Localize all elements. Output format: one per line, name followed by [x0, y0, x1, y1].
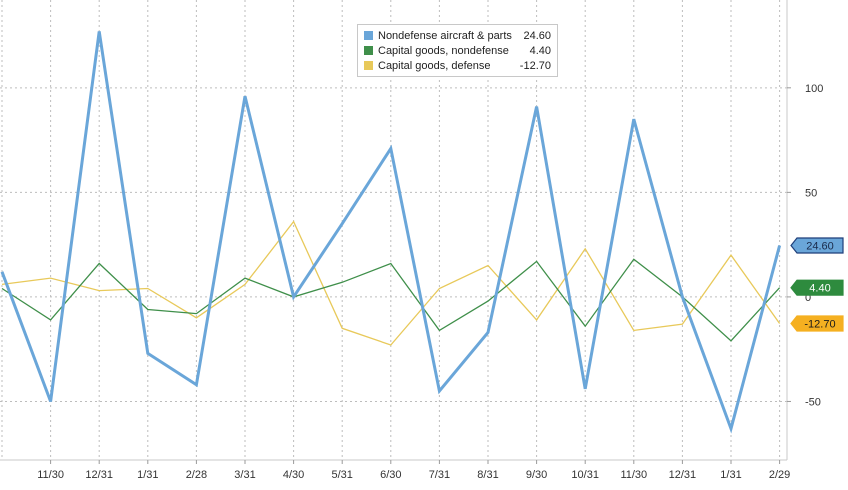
y-tick-label: 0 — [805, 292, 811, 304]
value-flag-box — [790, 315, 844, 332]
y-tick-label: -50 — [805, 396, 821, 408]
x-tick-label: 12/31 — [85, 469, 113, 481]
x-tick-label: 11/30 — [620, 469, 647, 481]
y-tick-label: 50 — [805, 187, 817, 199]
x-tick-label: 10/31 — [571, 469, 599, 481]
value-flags: 24.60 4.40 -12.70 — [790, 237, 844, 332]
value-flag-label: -12.70 — [804, 318, 835, 330]
x-tick-label: 3/31 — [234, 469, 255, 481]
value-flag-box — [790, 279, 844, 296]
legend-swatch — [364, 46, 373, 55]
x-tick-label: 12/31 — [669, 469, 697, 481]
legend-item-nondefense-aircraft: Nondefense aircraft & parts 24.60 — [364, 28, 551, 43]
x-tick-label: 5/31 — [331, 469, 352, 481]
legend: Nondefense aircraft & parts 24.60 Capita… — [357, 24, 558, 77]
legend-label: Capital goods, nondefense — [378, 44, 509, 57]
series-layer — [0, 31, 782, 434]
value-flag: 4.40 — [790, 279, 844, 296]
x-tick-label: 2/29 — [769, 469, 790, 481]
x-tick-label: 2/28 — [186, 469, 207, 481]
value-flag-label: 4.40 — [809, 283, 830, 295]
x-tick-label: 7/31 — [429, 469, 450, 481]
x-tick-label: 6/30 — [380, 469, 401, 481]
value-flag: 24.60 — [790, 237, 844, 254]
x-tick-label: 9/30 — [526, 469, 547, 481]
legend-label: Nondefense aircraft & parts — [378, 29, 512, 42]
legend-value: 24.60 — [523, 29, 551, 42]
legend-item-capital-goods-nondefense: Capital goods, nondefense 4.40 — [364, 43, 551, 58]
value-flag-label: 24.60 — [806, 240, 834, 252]
x-tick-label: 1/31 — [137, 469, 158, 481]
x-tick-label: 1/31 — [720, 469, 741, 481]
value-flag: -12.70 — [790, 315, 844, 332]
x-tick-label: 8/31 — [477, 469, 498, 481]
series-line-capital-goods-nondefense — [1, 258, 781, 342]
x-tick-label: 11/30 — [37, 469, 64, 481]
legend-value: -12.70 — [519, 59, 551, 72]
series-line-nondefense-aircraft-parts — [0, 31, 782, 434]
x-tick-label: 4/30 — [283, 469, 304, 481]
legend-value: 4.40 — [529, 44, 551, 57]
series-line-capital-goods-defense — [1, 220, 781, 346]
legend-swatch — [364, 31, 373, 40]
x-axis-ticks: 11/30 12/31 1/31 2/28 3/31 4/30 5/31 6/30 7/31 8/… — [37, 460, 790, 481]
y-axis-ticks: 100 50 0 -50 — [787, 83, 823, 408]
y-tick-label: 100 — [805, 83, 823, 95]
legend-label: Capital goods, defense — [378, 59, 491, 72]
legend-swatch — [364, 61, 373, 70]
legend-item-capital-goods-defense: Capital goods, defense -12.70 — [364, 58, 551, 73]
value-flag-box — [790, 237, 844, 254]
